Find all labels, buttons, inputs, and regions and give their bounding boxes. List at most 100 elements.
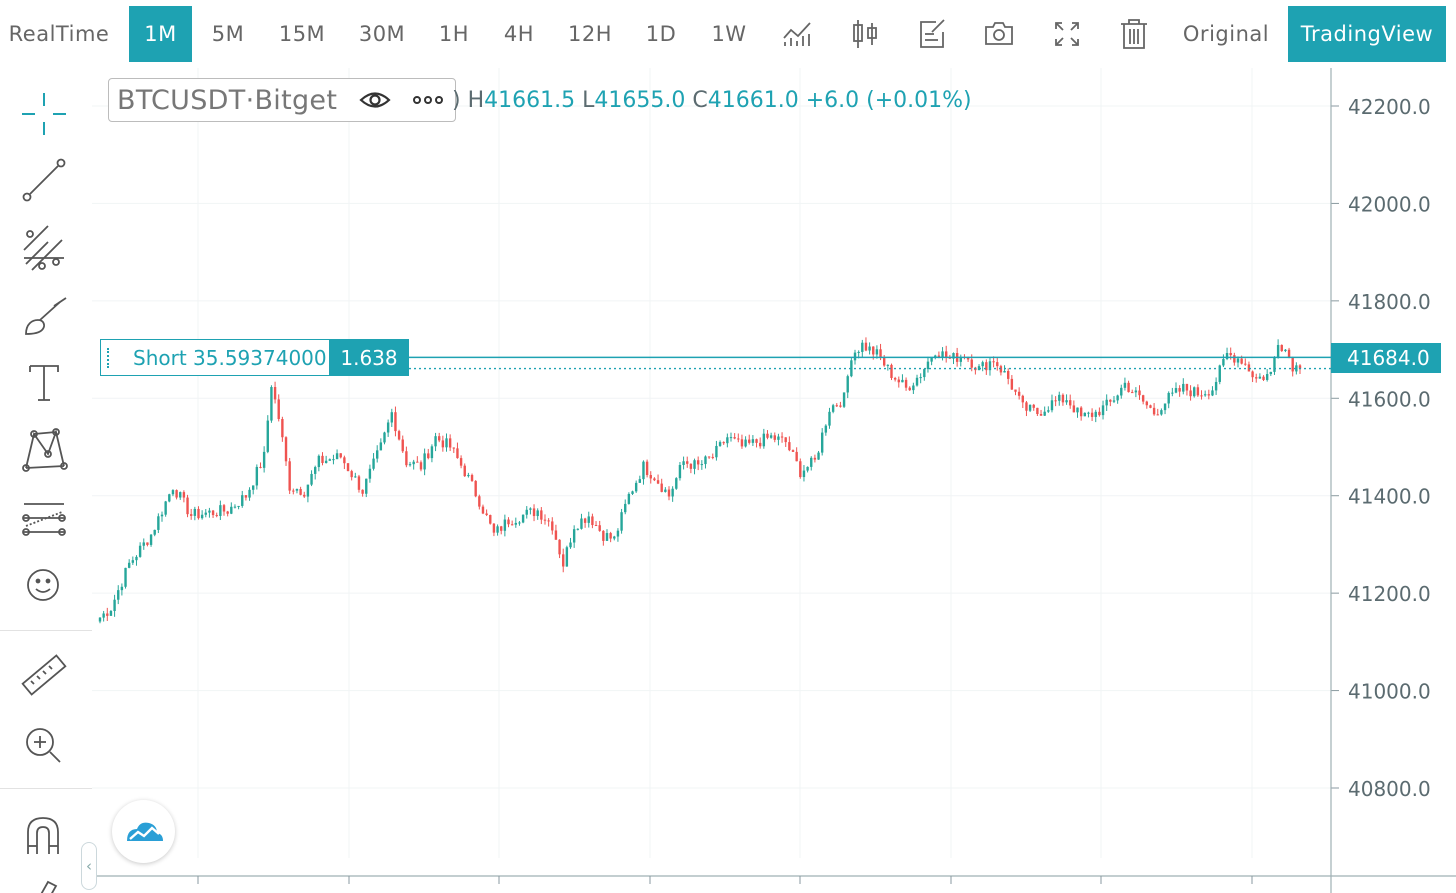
candle-body [142, 542, 145, 546]
candle-body [799, 461, 802, 478]
candle-body [1083, 412, 1087, 417]
candle-body [478, 496, 481, 507]
interval-1d-button[interactable]: 1D [645, 22, 677, 46]
candle-body [1003, 370, 1006, 373]
position-label[interactable]: Short 35.59374000 1.638 [100, 339, 409, 376]
candle-body [733, 437, 736, 439]
camera-icon[interactable] [979, 14, 1019, 54]
candle-body [481, 506, 485, 514]
indicators-icon[interactable] [777, 14, 817, 54]
crosshair-icon[interactable] [18, 88, 70, 140]
candle-body [456, 448, 459, 459]
price-chart[interactable]: 42200.0 42000.0 41800.0 41600.0 41400.0 41200… [92, 68, 1456, 893]
candle-body [310, 473, 313, 485]
candle-body [598, 525, 601, 531]
chart-type-icon[interactable] [845, 14, 885, 54]
interval-15m-button[interactable]: 15M [278, 22, 326, 46]
candle-body [383, 432, 386, 443]
candle-body [160, 514, 164, 517]
interval-1w-button[interactable]: 1W [711, 22, 747, 46]
candle-body [700, 464, 704, 466]
candle-body [496, 526, 499, 533]
candle-body [445, 438, 448, 448]
realtime-button[interactable]: RealTime [8, 22, 110, 46]
tradingview-logo-button[interactable] [112, 800, 175, 863]
candle-body [547, 520, 550, 522]
candle-body [416, 461, 419, 463]
trash-icon[interactable] [1114, 14, 1154, 54]
eye-icon[interactable] [359, 85, 391, 119]
interval-1m-button[interactable]: 1M [129, 6, 192, 62]
candle-body [1200, 395, 1203, 397]
zoom-in-icon[interactable] [18, 718, 70, 770]
candle-body [850, 360, 853, 377]
candle-body [1255, 377, 1258, 379]
original-view-button[interactable]: Original [1182, 22, 1270, 46]
candle-body [1247, 364, 1251, 372]
symbol-legend[interactable]: BTCUSDT · Bitget [108, 78, 456, 122]
ruler-icon[interactable] [18, 650, 70, 702]
candle-body [179, 492, 182, 498]
candle-body [810, 457, 813, 467]
candle-body [558, 539, 561, 555]
candle-body [175, 490, 178, 498]
candle-body [1105, 399, 1108, 406]
collapse-toolbar-button[interactable]: ‹ [81, 842, 97, 890]
ohlc-values: ) H41661.5 L41655.0 C41661.0 +6.0 (+0.01… [452, 88, 972, 113]
interval-4h-button[interactable]: 4H [503, 22, 535, 46]
low-value: 41655.0 [594, 88, 686, 113]
text-icon[interactable] [18, 356, 70, 408]
interval-30m-button[interactable]: 30M [358, 22, 406, 46]
candle-body [638, 479, 642, 483]
emoji-icon[interactable] [18, 560, 70, 612]
interval-12h-button[interactable]: 12H [567, 22, 612, 46]
brush-icon[interactable] [18, 290, 70, 342]
pencil-icon[interactable] [18, 874, 70, 893]
candle-body [718, 442, 722, 446]
candle-body [1112, 400, 1116, 402]
candle-body [912, 385, 915, 391]
candle-body [1098, 411, 1101, 416]
pitchfork-icon[interactable] [18, 222, 70, 274]
candle-body [339, 453, 342, 458]
more-options-icon[interactable] [411, 87, 445, 117]
candle-body [696, 460, 700, 465]
candle-body [649, 475, 652, 479]
candle-body [1295, 365, 1298, 372]
candle-body [872, 346, 875, 355]
tradingview-button[interactable]: TradingView [1288, 6, 1446, 62]
forecast-icon[interactable] [18, 492, 70, 544]
candle-body [233, 506, 237, 508]
candle-body [587, 516, 590, 523]
candle-body [879, 349, 882, 359]
interval-5m-button[interactable]: 5M [211, 22, 245, 46]
candle-body [1058, 394, 1061, 401]
candle-body [1229, 352, 1232, 356]
candle-body [1036, 407, 1039, 415]
interval-1h-button[interactable]: 1H [438, 22, 470, 46]
fullscreen-icon[interactable] [1047, 14, 1087, 54]
candle-body [124, 567, 127, 587]
pattern-icon[interactable] [18, 424, 70, 476]
candle-body [664, 489, 667, 492]
candle-body [551, 521, 554, 531]
candle-body [500, 526, 503, 531]
drag-handle[interactable] [107, 347, 125, 368]
candle-body [131, 560, 135, 563]
candle-body [1141, 395, 1145, 402]
edit-note-icon[interactable] [912, 14, 952, 54]
candle-body [824, 425, 828, 433]
trend-line-icon[interactable] [18, 154, 70, 206]
magnet-icon[interactable] [18, 810, 70, 862]
candle-body [98, 617, 102, 622]
candle-body [182, 492, 186, 498]
candle-body [645, 461, 649, 476]
candle-body [624, 503, 627, 513]
candle-body [117, 590, 120, 600]
position-side[interactable]: Short 35.59374000 [101, 340, 330, 375]
position-quantity[interactable]: 1.638 [330, 340, 408, 375]
candle-body [189, 514, 193, 516]
candle-body [653, 478, 656, 481]
candle-body [376, 450, 379, 459]
candle-body [157, 516, 160, 530]
